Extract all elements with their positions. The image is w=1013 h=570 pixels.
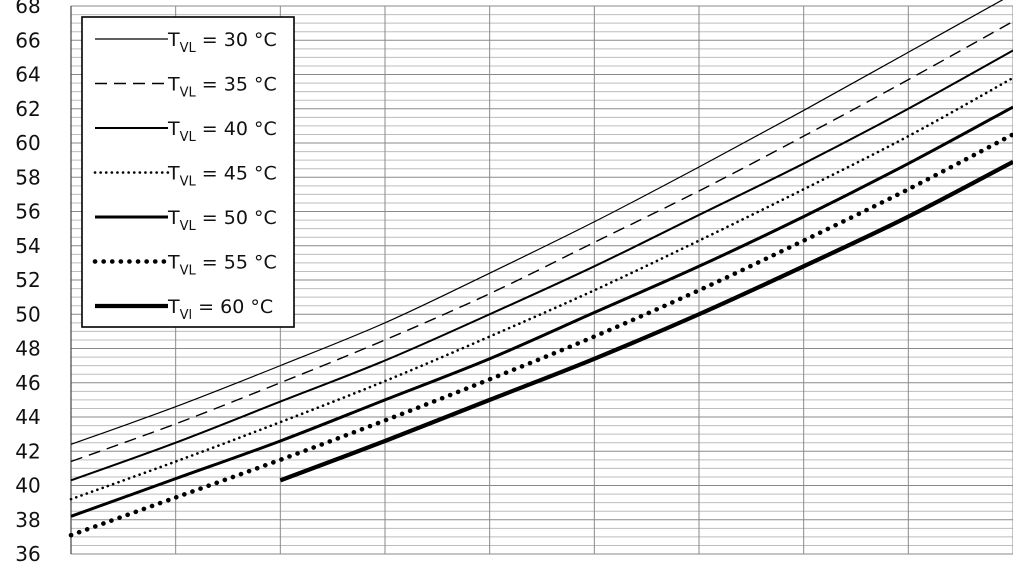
y-tick-label: 48 [15, 337, 40, 361]
series-line-2 [70, 20, 1013, 463]
series-line-1 [70, 0, 1004, 445]
legend-label: TVL = 45 °C [167, 163, 277, 190]
series-line-7 [279, 159, 1013, 483]
legend-label: TVl = 60 °C [167, 296, 273, 323]
legend-label: TVL = 35 °C [167, 74, 277, 101]
legend: TVL = 30 °C TVL = 35 °C TVL = 40 °C TVL = 4… [81, 16, 295, 328]
y-tick-label: 64 [15, 63, 40, 87]
y-tick-label: 42 [15, 439, 40, 463]
y-tick-label: 50 [15, 302, 40, 326]
y-tick-label: 66 [15, 28, 40, 52]
y-axis-ticks: 36 38 40 42 44 46 48 50 52 54 56 58 60 62 64 66 68 [15, 0, 40, 566]
series-lines [68, 0, 1013, 538]
legend-label: TVL = 55 °C [167, 252, 277, 279]
legend-box [81, 16, 295, 328]
series-line-3 [70, 49, 1013, 482]
series-line-5 [70, 105, 1013, 518]
y-tick-label: 60 [15, 131, 40, 155]
y-tick-label: 38 [15, 508, 40, 532]
y-tick-label: 44 [15, 405, 40, 429]
y-tick-label: 58 [15, 165, 40, 189]
y-tick-label: 56 [15, 200, 40, 224]
legend-label: TVL = 30 °C [167, 29, 277, 56]
y-tick-label: 62 [15, 97, 40, 121]
legend-label: TVL = 40 °C [167, 118, 277, 145]
y-tick-label: 52 [15, 268, 40, 292]
legend-label: TVL = 50 °C [167, 207, 277, 234]
y-tick-label: 68 [15, 0, 40, 18]
y-tick-label: 54 [15, 234, 40, 258]
y-tick-label: 46 [15, 371, 40, 395]
series-line-4 [69, 76, 1013, 501]
y-tick-label: 36 [15, 542, 40, 566]
y-tick-label: 40 [15, 474, 40, 498]
